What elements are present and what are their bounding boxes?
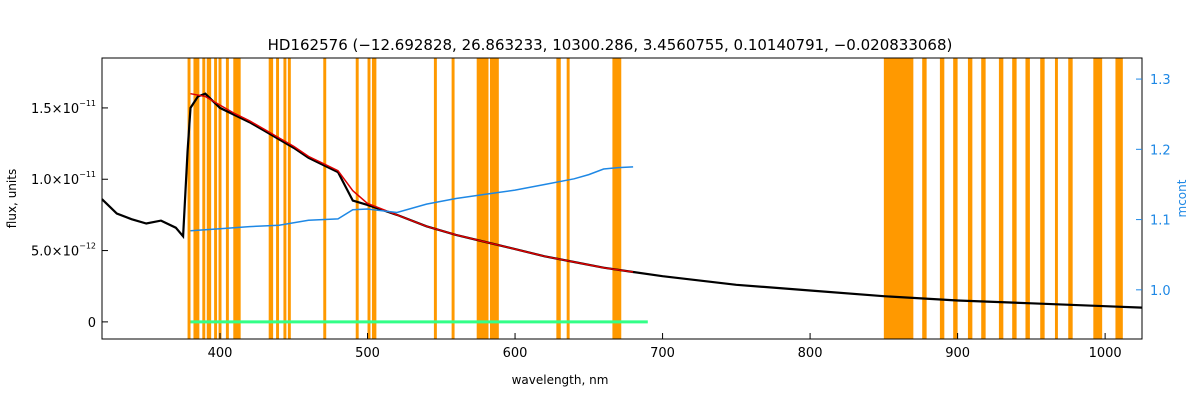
masked-region-20 (556, 58, 561, 339)
series-continuum-line (190, 166, 634, 232)
masked-region-23 (883, 58, 914, 339)
masked-region-3 (206, 58, 212, 339)
series-model-line (190, 92, 634, 273)
masked-region-36 (1115, 58, 1123, 339)
y-right-tick-label: 1.3 (1150, 73, 1171, 88)
y-axis-right: 1.0 1.1 1.2 1.3 (1136, 73, 1171, 299)
x-tick-label: 600 (503, 346, 528, 361)
masked-region-12 (323, 58, 327, 339)
masked-region-21 (566, 58, 570, 339)
masked-region-18 (476, 58, 489, 339)
masked-region-0 (187, 58, 191, 339)
x-tick-label: 500 (355, 346, 380, 361)
masked-region-14 (367, 58, 371, 339)
x-tick-label: 400 (208, 346, 233, 361)
masked-region-33 (1054, 58, 1058, 339)
masked-regions (187, 58, 1123, 339)
y-axis-right-label: mcont (1175, 179, 1189, 217)
y-right-tick-label: 1.0 (1150, 284, 1171, 299)
y-axis: 0 5.0×10−12 1.0×10−11 1.5×10−11 (31, 99, 108, 331)
masked-region-15 (371, 58, 377, 339)
masked-region-8 (268, 58, 274, 339)
masked-region-10 (283, 58, 287, 339)
masked-region-35 (1093, 58, 1103, 339)
masked-region-22 (612, 58, 622, 339)
y-axis-label: flux, units (5, 169, 19, 228)
masked-region-27 (967, 58, 973, 339)
masked-region-11 (287, 58, 291, 339)
masked-region-9 (276, 58, 280, 339)
y-tick-label: 1.0×10−11 (31, 170, 96, 188)
y-tick-label: 0 (88, 316, 96, 331)
y-right-tick-label: 1.1 (1150, 214, 1171, 229)
masked-region-24 (922, 58, 927, 339)
masked-region-26 (953, 58, 958, 339)
masked-region-19 (489, 58, 499, 339)
masked-region-29 (998, 58, 1004, 339)
masked-region-5 (218, 58, 222, 339)
masked-region-30 (1012, 58, 1017, 339)
chart-title: HD162576 (−12.692828, 26.863233, 10300.2… (268, 36, 953, 54)
x-tick-label: 1000 (1089, 346, 1122, 361)
y-tick-label: 1.5×10−11 (31, 99, 96, 117)
x-tick-label: 700 (650, 346, 675, 361)
plot-frame (101, 57, 1143, 340)
series-layer (101, 92, 1143, 324)
y-tick-label: 5.0×10−12 (31, 242, 96, 260)
x-axis: 400 500 600 700 800 900 1000 (208, 333, 1122, 361)
masked-region-25 (939, 58, 945, 339)
masked-region-6 (225, 58, 229, 339)
masked-region-32 (1040, 58, 1045, 339)
masked-region-7 (233, 58, 241, 339)
masked-region-28 (981, 58, 986, 339)
x-tick-label: 900 (945, 346, 970, 361)
series-observed-line (101, 92, 1143, 309)
masked-region-2 (202, 58, 206, 339)
x-axis-label: wavelength, nm (512, 373, 609, 387)
x-tick-label: 800 (798, 346, 823, 361)
masked-region-31 (1025, 58, 1030, 339)
masked-region-4 (214, 58, 218, 339)
masked-region-16 (433, 58, 437, 339)
masked-region-13 (355, 58, 359, 339)
y-right-tick-label: 1.2 (1150, 143, 1171, 158)
masked-region-1 (193, 58, 200, 339)
masked-region-34 (1068, 58, 1073, 339)
